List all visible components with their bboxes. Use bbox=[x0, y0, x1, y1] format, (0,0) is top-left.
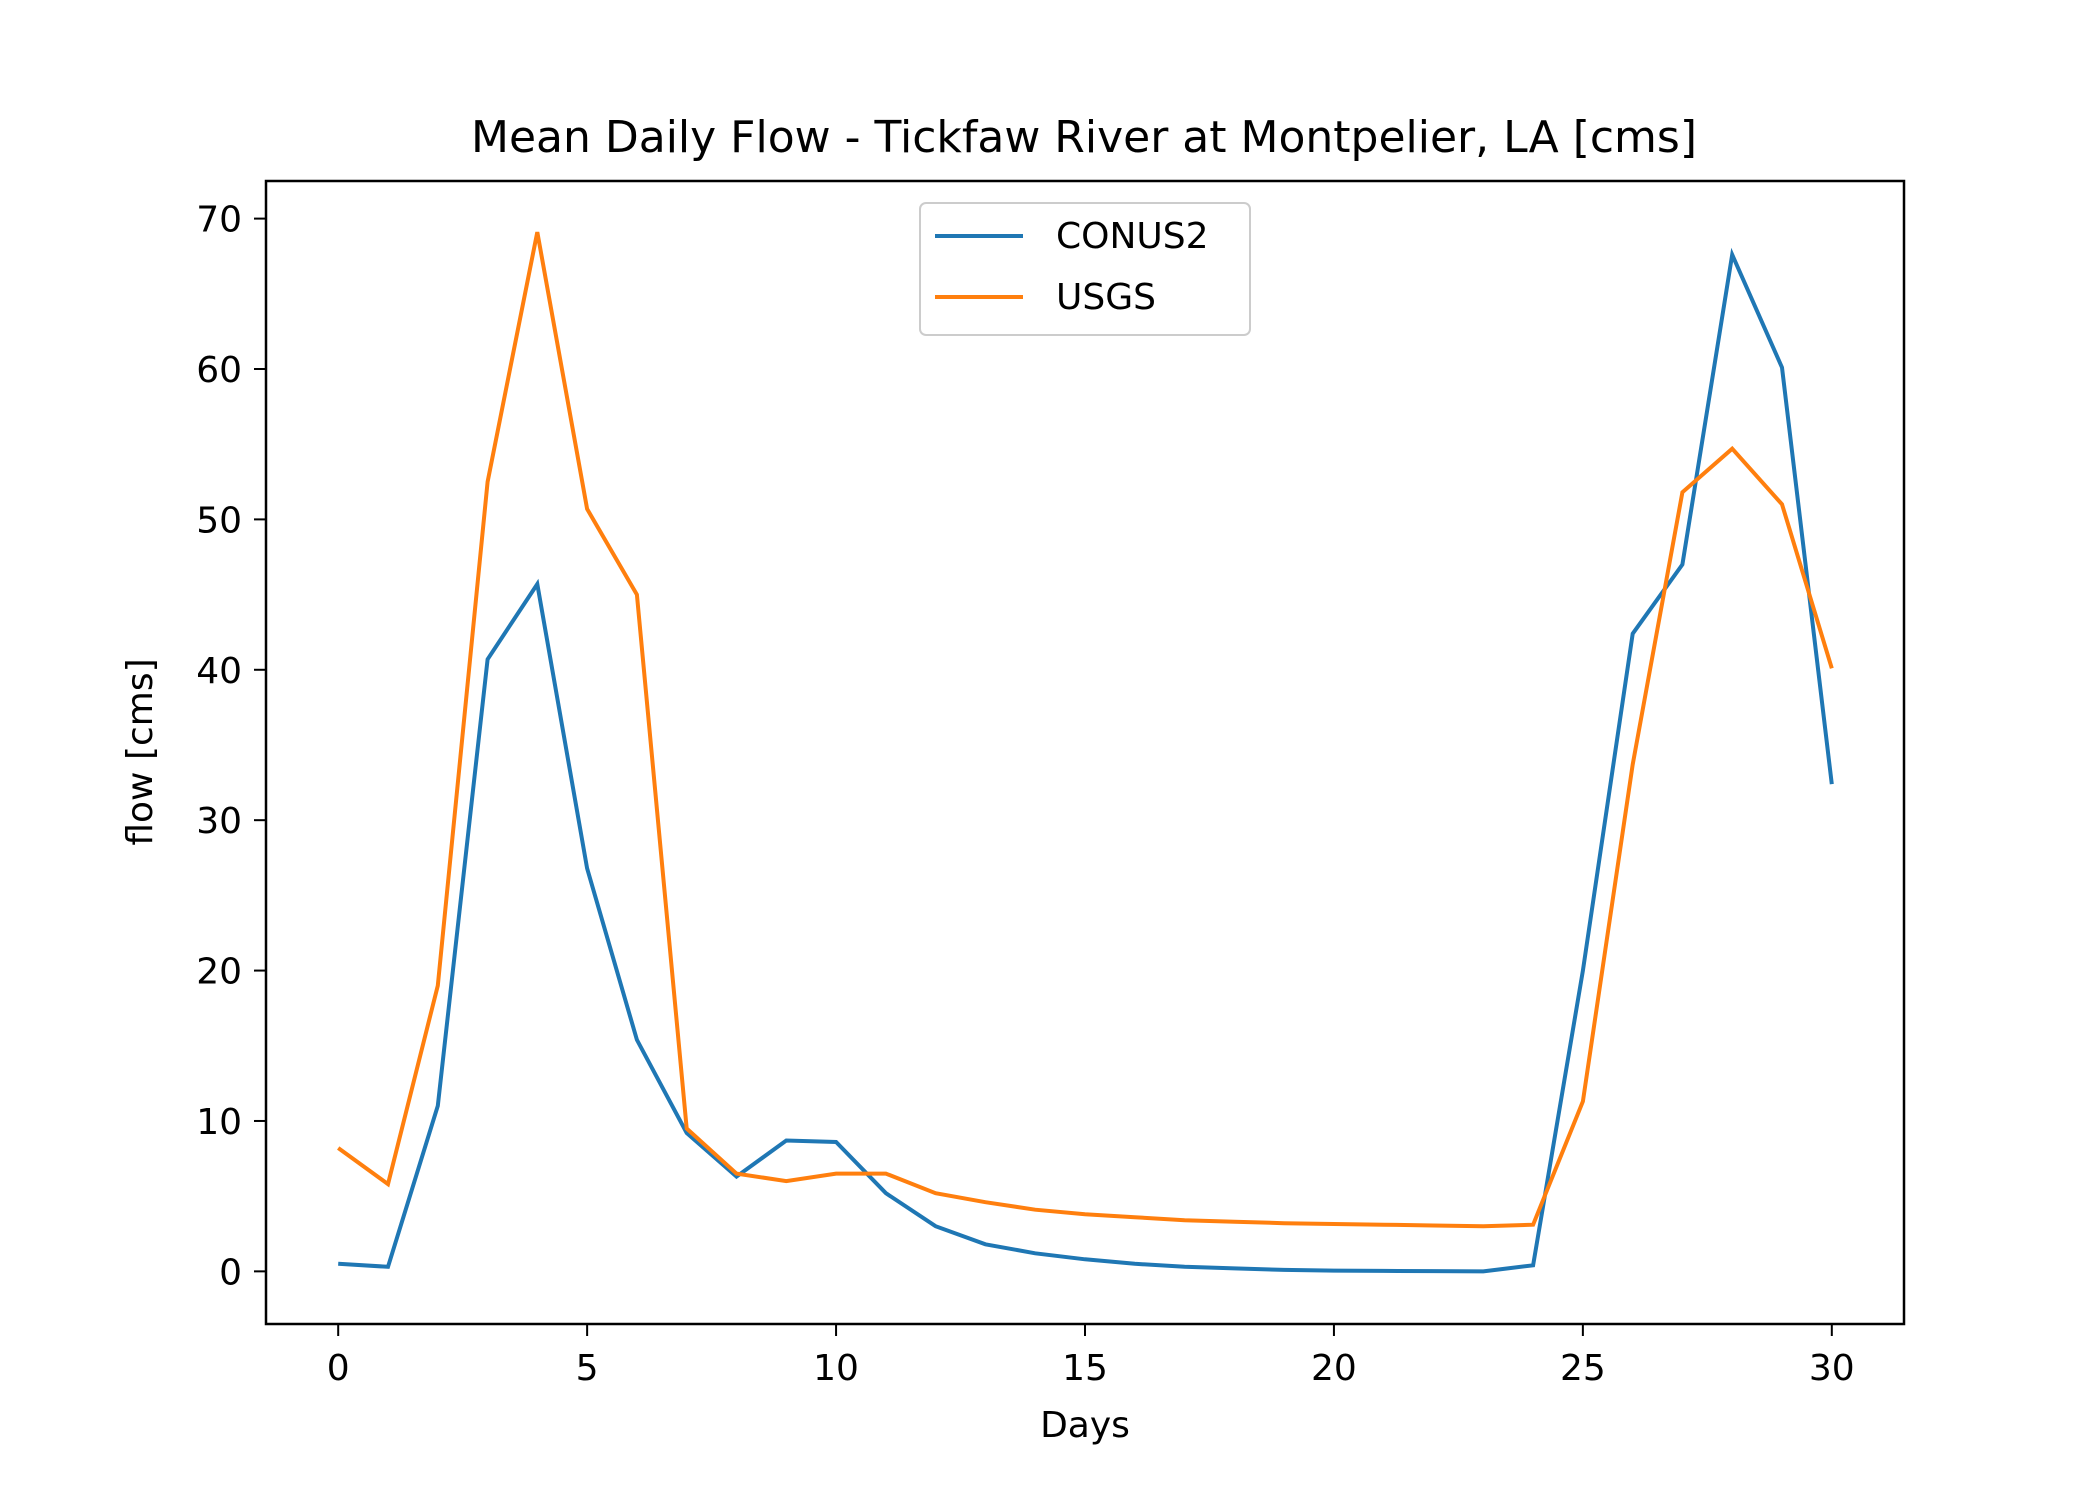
data-point-conus2 bbox=[1779, 365, 1785, 371]
data-point-usgs bbox=[1281, 1220, 1287, 1226]
y-tick-label: 60 bbox=[196, 350, 242, 391]
x-tick-label: 25 bbox=[1560, 1348, 1606, 1389]
x-tick-label: 30 bbox=[1809, 1348, 1855, 1389]
data-point-conus2 bbox=[1829, 781, 1835, 787]
data-point-conus2 bbox=[1480, 1268, 1486, 1274]
data-point-conus2 bbox=[1431, 1268, 1437, 1274]
y-tick-label: 70 bbox=[196, 200, 242, 241]
data-point-conus2 bbox=[584, 865, 590, 871]
data-point-usgs bbox=[734, 1171, 740, 1177]
data-point-usgs bbox=[385, 1181, 391, 1187]
data-point-usgs bbox=[684, 1126, 690, 1132]
x-tick-label: 0 bbox=[327, 1348, 350, 1389]
x-tick-label: 20 bbox=[1311, 1348, 1357, 1389]
y-tick-label: 10 bbox=[196, 1102, 242, 1143]
data-point-usgs bbox=[1679, 489, 1685, 495]
y-tick-label: 50 bbox=[196, 500, 242, 541]
data-point-usgs bbox=[1530, 1222, 1536, 1228]
data-point-conus2 bbox=[933, 1223, 939, 1229]
data-point-usgs bbox=[1580, 1098, 1586, 1104]
y-axis-label: flow [cms] bbox=[120, 658, 161, 845]
series-line-conus2 bbox=[338, 247, 1834, 1274]
data-point-conus2 bbox=[982, 1241, 988, 1247]
legend: CONUS2 USGS bbox=[919, 202, 1251, 336]
data-point-usgs bbox=[1480, 1223, 1486, 1229]
data-point-usgs bbox=[1331, 1221, 1337, 1227]
x-tick-label: 5 bbox=[576, 1348, 599, 1389]
data-point-conus2 bbox=[385, 1264, 391, 1270]
data-point-conus2 bbox=[335, 1261, 341, 1267]
data-point-usgs bbox=[634, 592, 640, 598]
data-point-conus2 bbox=[1381, 1268, 1387, 1274]
data-point-conus2 bbox=[1729, 252, 1735, 258]
data-point-usgs bbox=[435, 983, 441, 989]
legend-label-conus2: CONUS2 bbox=[1056, 216, 1209, 257]
data-point-conus2 bbox=[833, 1139, 839, 1145]
data-point-usgs bbox=[1032, 1207, 1038, 1213]
data-point-usgs bbox=[1082, 1211, 1088, 1217]
data-point-usgs bbox=[1231, 1219, 1237, 1225]
y-tick-label: 40 bbox=[196, 651, 242, 692]
x-tick-label: 15 bbox=[1062, 1348, 1108, 1389]
data-point-conus2 bbox=[534, 581, 540, 587]
data-point-usgs bbox=[335, 1145, 341, 1151]
data-point-usgs bbox=[584, 506, 590, 512]
data-point-usgs bbox=[1132, 1214, 1138, 1220]
y-tick-label: 20 bbox=[196, 952, 242, 993]
data-point-usgs bbox=[1431, 1223, 1437, 1229]
data-point-conus2 bbox=[435, 1103, 441, 1109]
data-point-usgs bbox=[1729, 446, 1735, 452]
data-point-usgs bbox=[933, 1190, 939, 1196]
y-tick-label: 30 bbox=[196, 801, 242, 842]
data-point-conus2 bbox=[1281, 1267, 1287, 1273]
data-point-usgs bbox=[1630, 762, 1636, 768]
data-point-usgs bbox=[485, 479, 491, 485]
y-tick-label: 0 bbox=[219, 1252, 242, 1293]
data-point-conus2 bbox=[883, 1190, 889, 1196]
data-point-conus2 bbox=[1530, 1262, 1536, 1268]
ticks-layer: 0 5 10 15 20 25 30 0 10 20 30 40 50 60 70 bbox=[196, 200, 1855, 1389]
data-point-conus2 bbox=[485, 656, 491, 662]
data-point-usgs bbox=[1829, 665, 1835, 671]
data-point-usgs bbox=[883, 1171, 889, 1177]
series-line-usgs bbox=[337, 231, 1834, 1229]
chart-title: Mean Daily Flow - Tickfaw River at Montp… bbox=[471, 112, 1697, 163]
plot-area-frame bbox=[264, 179, 1906, 1326]
data-point-usgs bbox=[1182, 1217, 1188, 1223]
data-point-conus2 bbox=[1182, 1264, 1188, 1270]
data-point-conus2 bbox=[1231, 1265, 1237, 1271]
data-point-conus2 bbox=[1580, 968, 1586, 974]
x-tick-label: 10 bbox=[813, 1348, 859, 1389]
legend-label-usgs: USGS bbox=[1056, 277, 1156, 318]
data-point-usgs bbox=[783, 1178, 789, 1184]
data-point-usgs bbox=[534, 229, 540, 235]
data-point-conus2 bbox=[1082, 1256, 1088, 1262]
data-point-conus2 bbox=[1679, 562, 1685, 568]
data-point-usgs bbox=[1381, 1222, 1387, 1228]
series-layer bbox=[335, 229, 1835, 1274]
data-point-conus2 bbox=[783, 1138, 789, 1144]
data-point-conus2 bbox=[1331, 1268, 1337, 1274]
data-point-conus2 bbox=[1032, 1250, 1038, 1256]
data-point-usgs bbox=[833, 1171, 839, 1177]
x-axis-label: Days bbox=[1040, 1405, 1130, 1446]
data-point-usgs bbox=[1779, 501, 1785, 507]
data-point-usgs bbox=[982, 1199, 988, 1205]
data-point-conus2 bbox=[634, 1037, 640, 1043]
data-point-conus2 bbox=[1630, 631, 1636, 637]
data-point-conus2 bbox=[1132, 1261, 1138, 1267]
